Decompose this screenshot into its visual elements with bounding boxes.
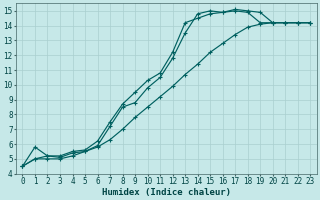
- X-axis label: Humidex (Indice chaleur): Humidex (Indice chaleur): [102, 188, 231, 197]
